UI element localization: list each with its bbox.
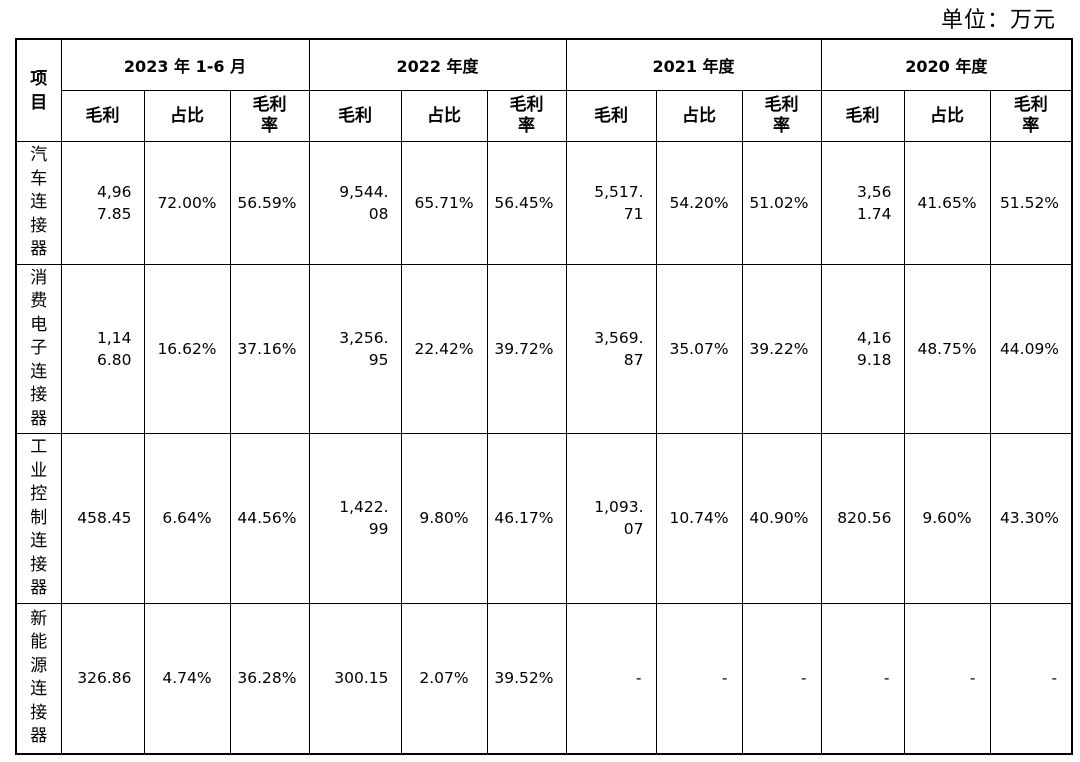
cell-share: 54.20% [655, 141, 743, 265]
cell-margin: 44.56% [229, 433, 310, 604]
table-row: 汽车连接器 4,967.85 72.00% 56.59% 9,544.08 65.71% 5… [15, 141, 1073, 265]
cell-share: 4.74% [143, 602, 231, 755]
cell-gross-profit: - [820, 602, 905, 755]
cell-share: 6.64% [143, 433, 231, 604]
cell-gross-profit: 9,544.08 [308, 141, 402, 265]
gross-profit-table: 项目 2023 年 1-6 月 2022 年度 2021 年度 2020 年度 … [15, 38, 1074, 755]
sub-header-row: 毛利 占比 毛利率 毛利 占比 毛利率 毛利 占比 毛利率 毛利 占比 毛利率 [16, 90, 1073, 142]
table-row: 消费电子连接器 1,146.80 16.62% 37.16% 3,256.95 22.42… [15, 263, 1073, 434]
col-gross-profit: 毛利 [565, 90, 657, 142]
cell-gross-profit: 3,569.87 [565, 263, 657, 434]
row-category: 消费电子连接器 [15, 263, 62, 434]
cell-gross-profit: 5,517.71 [565, 141, 657, 265]
cell-gross-profit: 1,093.07 [565, 433, 657, 604]
cell-gross-profit: 1,146.80 [60, 263, 145, 434]
cell-margin: - [741, 602, 822, 755]
cell-margin: 51.52% [989, 141, 1073, 265]
cell-margin: 51.02% [741, 141, 822, 265]
col-gross-profit: 毛利 [308, 90, 402, 142]
corner-header: 项目 [15, 38, 62, 142]
col-margin: 毛利率 [229, 90, 310, 142]
year-header: 2020 年度 [820, 38, 1073, 91]
row-category: 工业控制连接器 [15, 433, 62, 604]
col-share: 占比 [143, 90, 231, 142]
cell-gross-profit: 820.56 [820, 433, 905, 604]
col-margin: 毛利率 [989, 90, 1073, 142]
cell-gross-profit: 1,422.99 [308, 433, 402, 604]
cell-gross-profit: 3,256.95 [308, 263, 402, 434]
year-header: 2022 年度 [308, 38, 567, 91]
cell-share: 2.07% [400, 602, 488, 755]
table-row: 工业控制连接器 458.45 6.64% 44.56% 1,422.99 9.80% 46.… [15, 433, 1073, 604]
cell-share: - [903, 602, 991, 755]
cell-share: 22.42% [400, 263, 488, 434]
col-gross-profit: 毛利 [60, 90, 145, 142]
cell-gross-profit: - [565, 602, 657, 755]
corner-label: 项目 [30, 68, 48, 113]
cell-margin: 46.17% [486, 433, 567, 604]
col-share: 占比 [655, 90, 743, 142]
cell-share: 72.00% [143, 141, 231, 265]
year-header-row: 项目 2023 年 1-6 月 2022 年度 2021 年度 2020 年度 [15, 38, 1073, 142]
cell-margin: 56.59% [229, 141, 310, 265]
cell-margin: 39.52% [486, 602, 567, 755]
col-margin: 毛利率 [486, 90, 567, 142]
cell-margin: 39.72% [486, 263, 567, 434]
row-category: 汽车连接器 [15, 141, 62, 265]
year-header: 2023 年 1-6 月 [60, 38, 310, 91]
cell-share: 41.65% [903, 141, 991, 265]
cell-share: 35.07% [655, 263, 743, 434]
cell-margin: 40.90% [741, 433, 822, 604]
cell-margin: 37.16% [229, 263, 310, 434]
cell-share: 48.75% [903, 263, 991, 434]
cell-gross-profit: 4,169.18 [820, 263, 905, 434]
unit-label: 单位：万元 [940, 8, 1056, 33]
cell-share: 9.80% [400, 433, 488, 604]
cell-gross-profit: 458.45 [60, 433, 145, 604]
cell-share: 16.62% [143, 263, 231, 434]
cell-margin: 39.22% [741, 263, 822, 434]
cell-share: 10.74% [655, 433, 743, 604]
year-header: 2021 年度 [565, 38, 822, 91]
cell-margin: - [989, 602, 1073, 755]
table-row: 新能源连接器 326.86 4.74% 36.28% 300.15 2.07% 39.52%… [15, 602, 1073, 755]
cell-gross-profit: 4,967.85 [60, 141, 145, 265]
col-gross-profit: 毛利 [820, 90, 905, 142]
col-margin: 毛利率 [741, 90, 822, 142]
row-category: 新能源连接器 [15, 602, 62, 755]
cell-gross-profit: 3,561.74 [820, 141, 905, 265]
col-share: 占比 [400, 90, 488, 142]
cell-margin: 36.28% [229, 602, 310, 755]
cell-share: - [655, 602, 743, 755]
col-share: 占比 [903, 90, 991, 142]
cell-margin: 43.30% [989, 433, 1073, 604]
cell-gross-profit: 300.15 [308, 602, 402, 755]
cell-margin: 44.09% [989, 263, 1073, 434]
cell-share: 65.71% [400, 141, 488, 265]
cell-margin: 56.45% [486, 141, 567, 265]
cell-gross-profit: 326.86 [60, 602, 145, 755]
cell-share: 9.60% [903, 433, 991, 604]
